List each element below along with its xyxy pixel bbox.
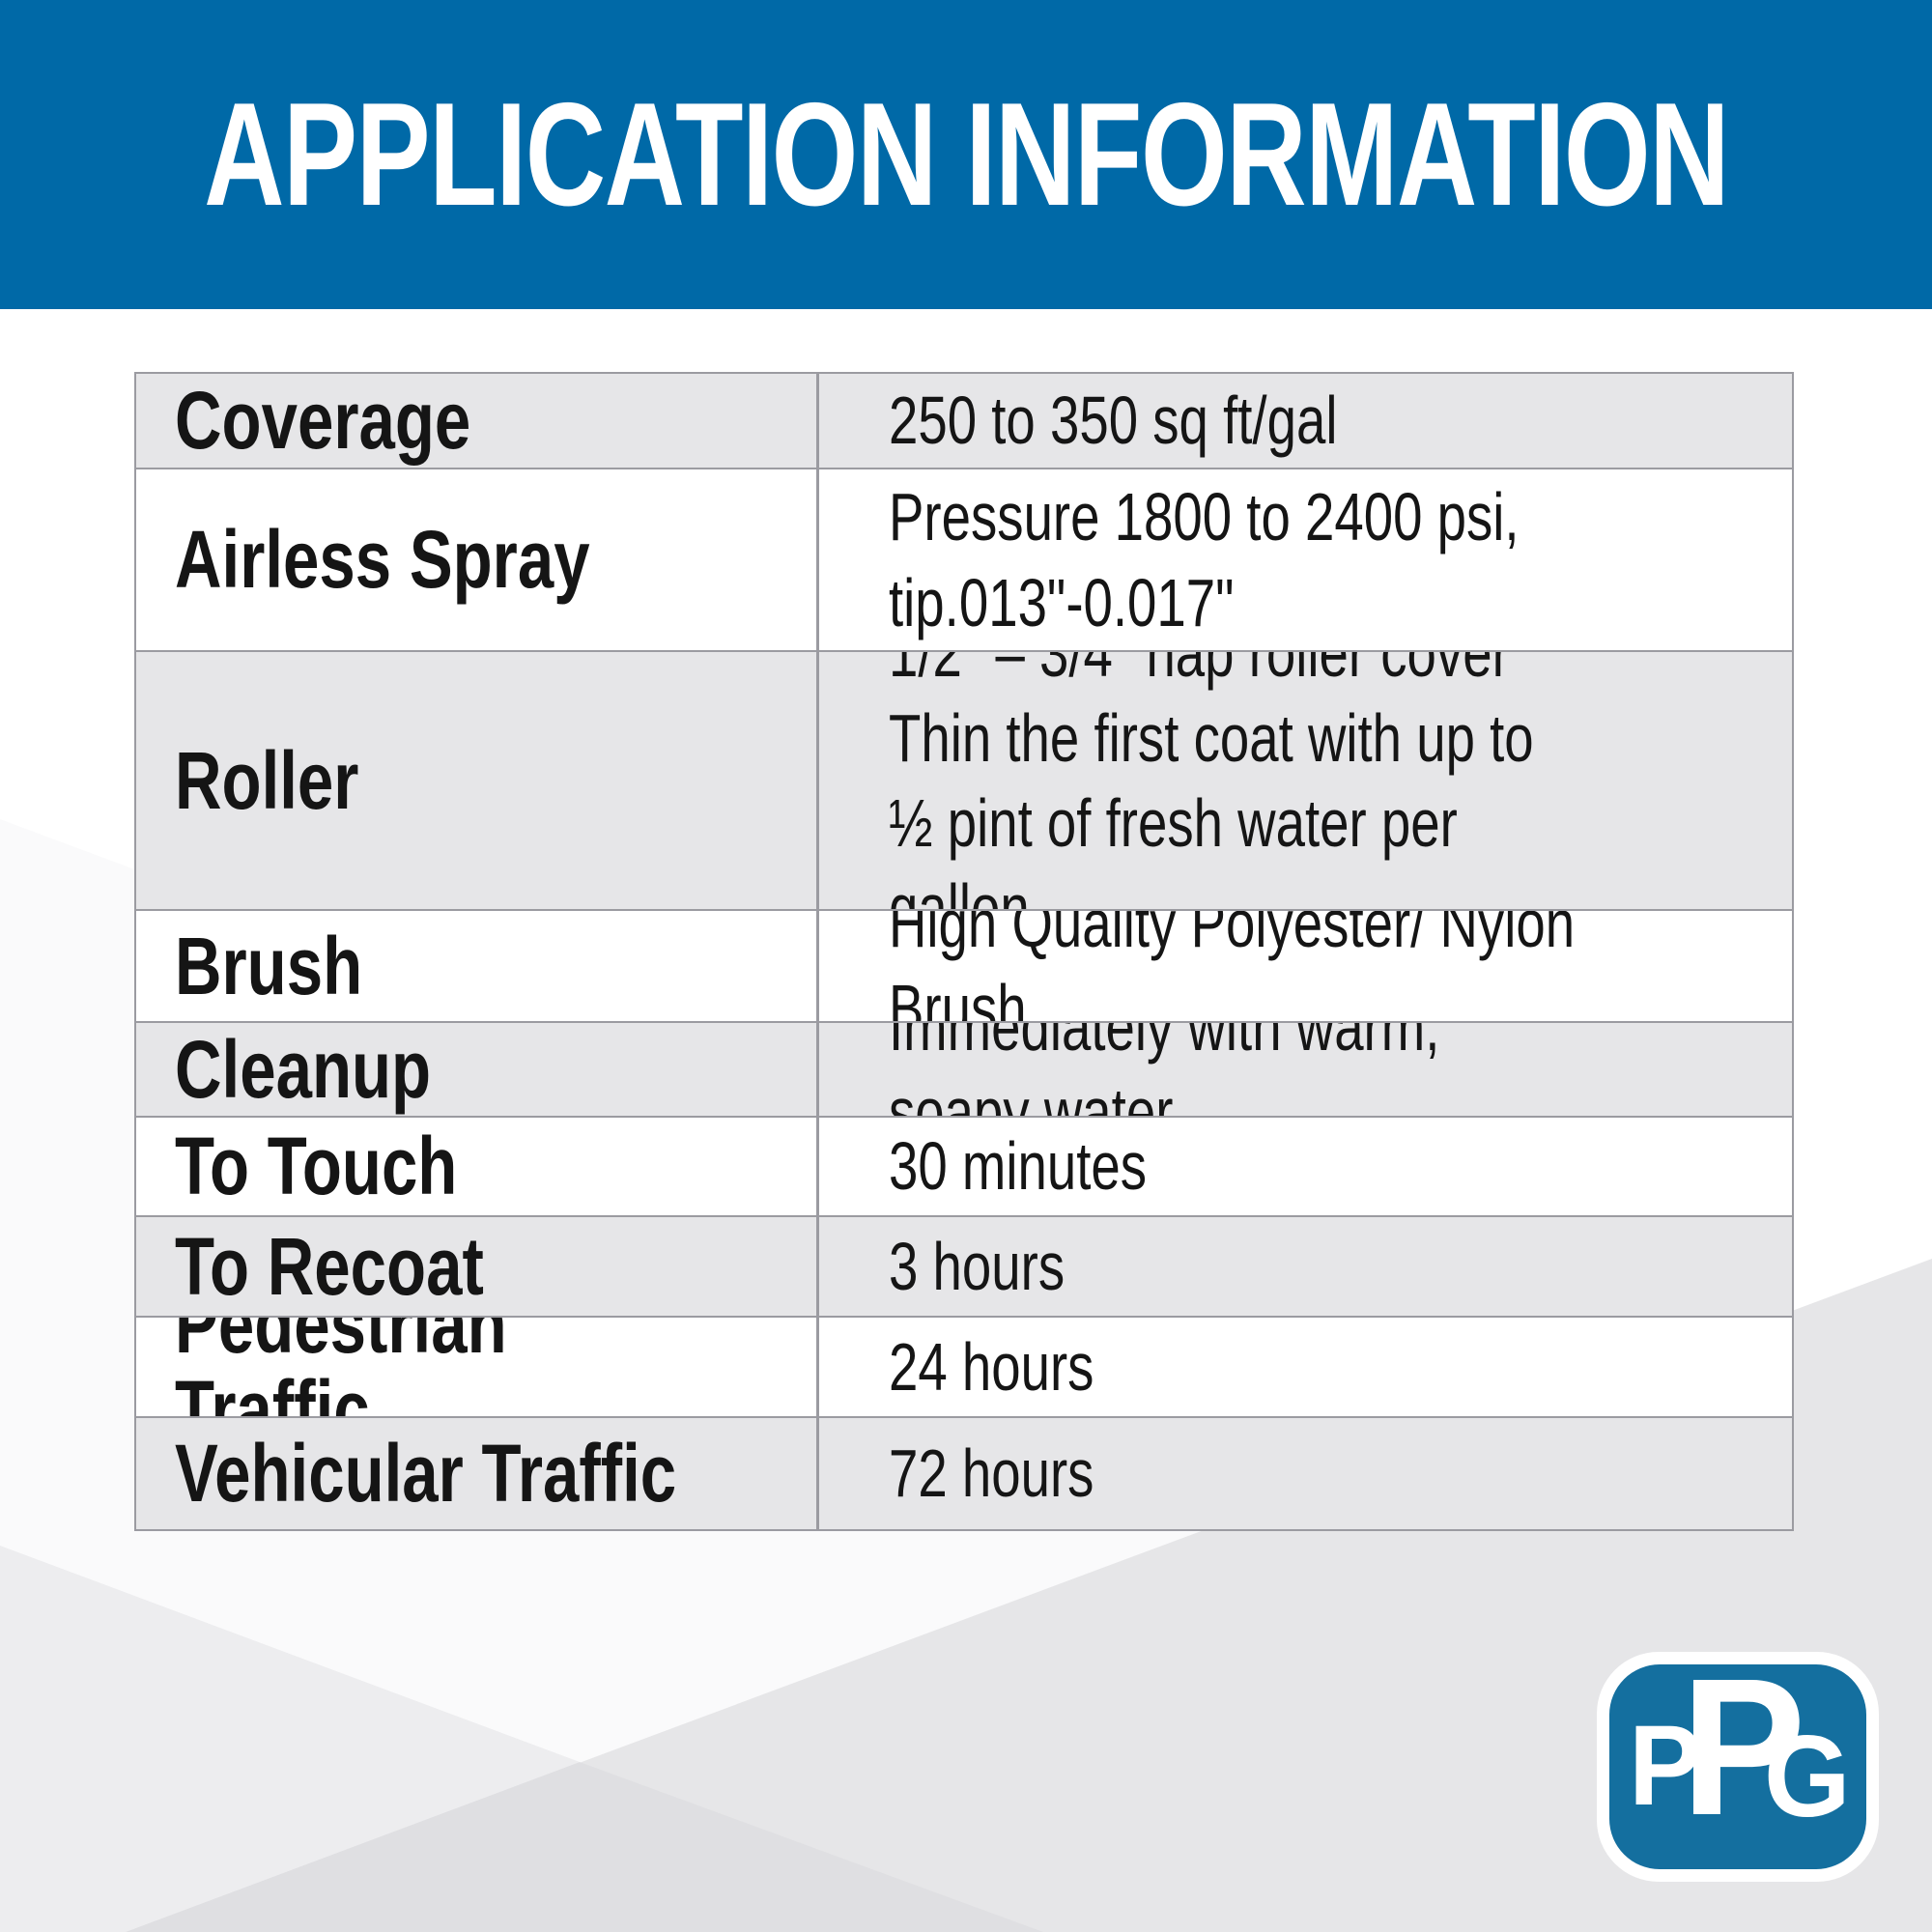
row-label-cell: Cleanup — [136, 1023, 816, 1116]
row-value: Immediately with warm, soapy water — [889, 1023, 1440, 1116]
row-label: Roller — [175, 734, 359, 826]
ppg-letter-g: G — [1764, 1712, 1851, 1841]
row-value-cell: 1/2" – 3/4" nap roller cover Thin the fi… — [816, 652, 1792, 909]
table-row: Brush High Quality Polyester/ Nylon Brus… — [136, 909, 1792, 1021]
row-value: High Quality Polyester/ Nylon Brush — [889, 911, 1576, 1021]
table-row: To Recoat 3 hours — [136, 1215, 1792, 1316]
ppg-logo-tile: P P G — [1609, 1664, 1866, 1869]
table-row: Pedestrian Traffic 24 hours — [136, 1316, 1792, 1416]
row-label-cell: To Recoat — [136, 1217, 816, 1316]
table-row: Coverage 250 to 350 sq ft/gal — [136, 374, 1792, 468]
table-row: To Touch 30 minutes — [136, 1116, 1792, 1215]
row-value-cell: 72 hours — [816, 1418, 1792, 1529]
page-title: APPLICATION INFORMATION — [204, 72, 1729, 237]
row-value: 72 hours — [889, 1435, 1094, 1512]
row-label-cell: To Touch — [136, 1118, 816, 1215]
row-label: Airless Spray — [175, 514, 590, 606]
table-row: Vehicular Traffic 72 hours — [136, 1416, 1792, 1529]
row-label: Cleanup — [175, 1023, 432, 1115]
row-value-cell: Pressure 1800 to 2400 psi, tip.013"-0.01… — [816, 469, 1792, 650]
row-label: To Touch — [175, 1121, 458, 1212]
row-value: 24 hours — [889, 1328, 1094, 1405]
row-value-cell: High Quality Polyester/ Nylon Brush — [816, 911, 1792, 1021]
row-value-cell: Immediately with warm, soapy water — [816, 1023, 1792, 1116]
ppg-letter-p1: P — [1629, 1702, 1702, 1830]
table-row: Roller 1/2" – 3/4" nap roller cover Thin… — [136, 650, 1792, 909]
row-label-cell: Coverage — [136, 374, 816, 468]
row-label: Brush — [175, 920, 363, 1011]
row-label: To Recoat — [175, 1220, 484, 1312]
row-value: 250 to 350 sq ft/gal — [889, 383, 1338, 459]
header-banner: APPLICATION INFORMATION — [0, 0, 1932, 309]
table-row: Cleanup Immediately with warm, soapy wat… — [136, 1021, 1792, 1116]
row-value: 1/2" – 3/4" nap roller cover Thin the fi… — [889, 652, 1534, 909]
table-row: Airless Spray Pressure 1800 to 2400 psi,… — [136, 468, 1792, 650]
row-value: Pressure 1800 to 2400 psi, tip.013"-0.01… — [889, 479, 1520, 640]
application-info-table: Coverage 250 to 350 sq ft/gal Airless Sp… — [134, 372, 1794, 1531]
row-label-cell: Airless Spray — [136, 469, 816, 650]
row-value: 3 hours — [889, 1228, 1065, 1304]
row-label-cell: Pedestrian Traffic — [136, 1318, 816, 1416]
row-value-cell: 250 to 350 sq ft/gal — [816, 374, 1792, 468]
row-label-cell: Roller — [136, 652, 816, 909]
row-value: 30 minutes — [889, 1128, 1148, 1205]
row-label-cell: Brush — [136, 911, 816, 1021]
ppg-letter-p2: P — [1681, 1664, 1806, 1856]
ppg-logo: P P G — [1597, 1652, 1879, 1882]
row-label: Coverage — [175, 375, 471, 467]
row-value-cell: 3 hours — [816, 1217, 1792, 1316]
row-value-cell: 30 minutes — [816, 1118, 1792, 1215]
row-label: Vehicular Traffic — [175, 1428, 677, 1520]
row-label: Pedestrian Traffic — [175, 1318, 507, 1416]
row-label-cell: Vehicular Traffic — [136, 1418, 816, 1529]
row-value-cell: 24 hours — [816, 1318, 1792, 1416]
